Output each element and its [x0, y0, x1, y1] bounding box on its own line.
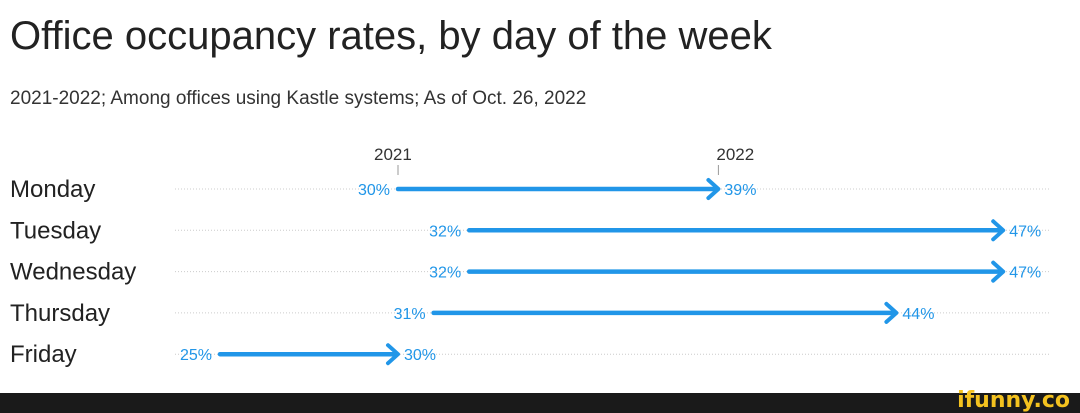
value-label-2021: 30% [358, 182, 390, 199]
value-label-2022: 47% [1009, 223, 1041, 240]
arrow-head [991, 219, 1006, 242]
value-label-2022: 47% [1009, 265, 1041, 282]
arrow-chart: 2021 2022 Monday 30% 39% Tuesday 32% 47% Wednesd… [10, 145, 1050, 368]
category-label: Monday [10, 176, 95, 203]
watermark-logo: ifunny.co [957, 388, 1070, 413]
category-label: Tuesday [10, 217, 101, 244]
value-label-2022: 39% [724, 182, 756, 199]
category-label: Thursday [10, 300, 110, 327]
value-label-2021: 32% [429, 223, 461, 240]
arrow-head [386, 343, 400, 366]
value-label-2021: 32% [429, 265, 461, 282]
arrow-head [884, 301, 899, 324]
value-label-2021: 25% [180, 347, 212, 364]
chart-subtitle: 2021-2022; Among offices using Kastle sy… [10, 88, 587, 109]
legend-2022: 2022 [716, 145, 754, 164]
legend-2021: 2021 [374, 145, 412, 164]
value-label-2021: 31% [394, 306, 426, 323]
arrow-head [991, 260, 1006, 283]
footer-bar [0, 393, 1080, 413]
chart-title: Office occupancy rates, by day of the we… [10, 14, 772, 58]
value-label-2022: 44% [902, 306, 934, 323]
category-label: Wednesday [10, 259, 136, 286]
value-label-2022: 30% [404, 347, 436, 364]
arrow-head [706, 178, 721, 200]
category-label: Friday [10, 341, 77, 368]
